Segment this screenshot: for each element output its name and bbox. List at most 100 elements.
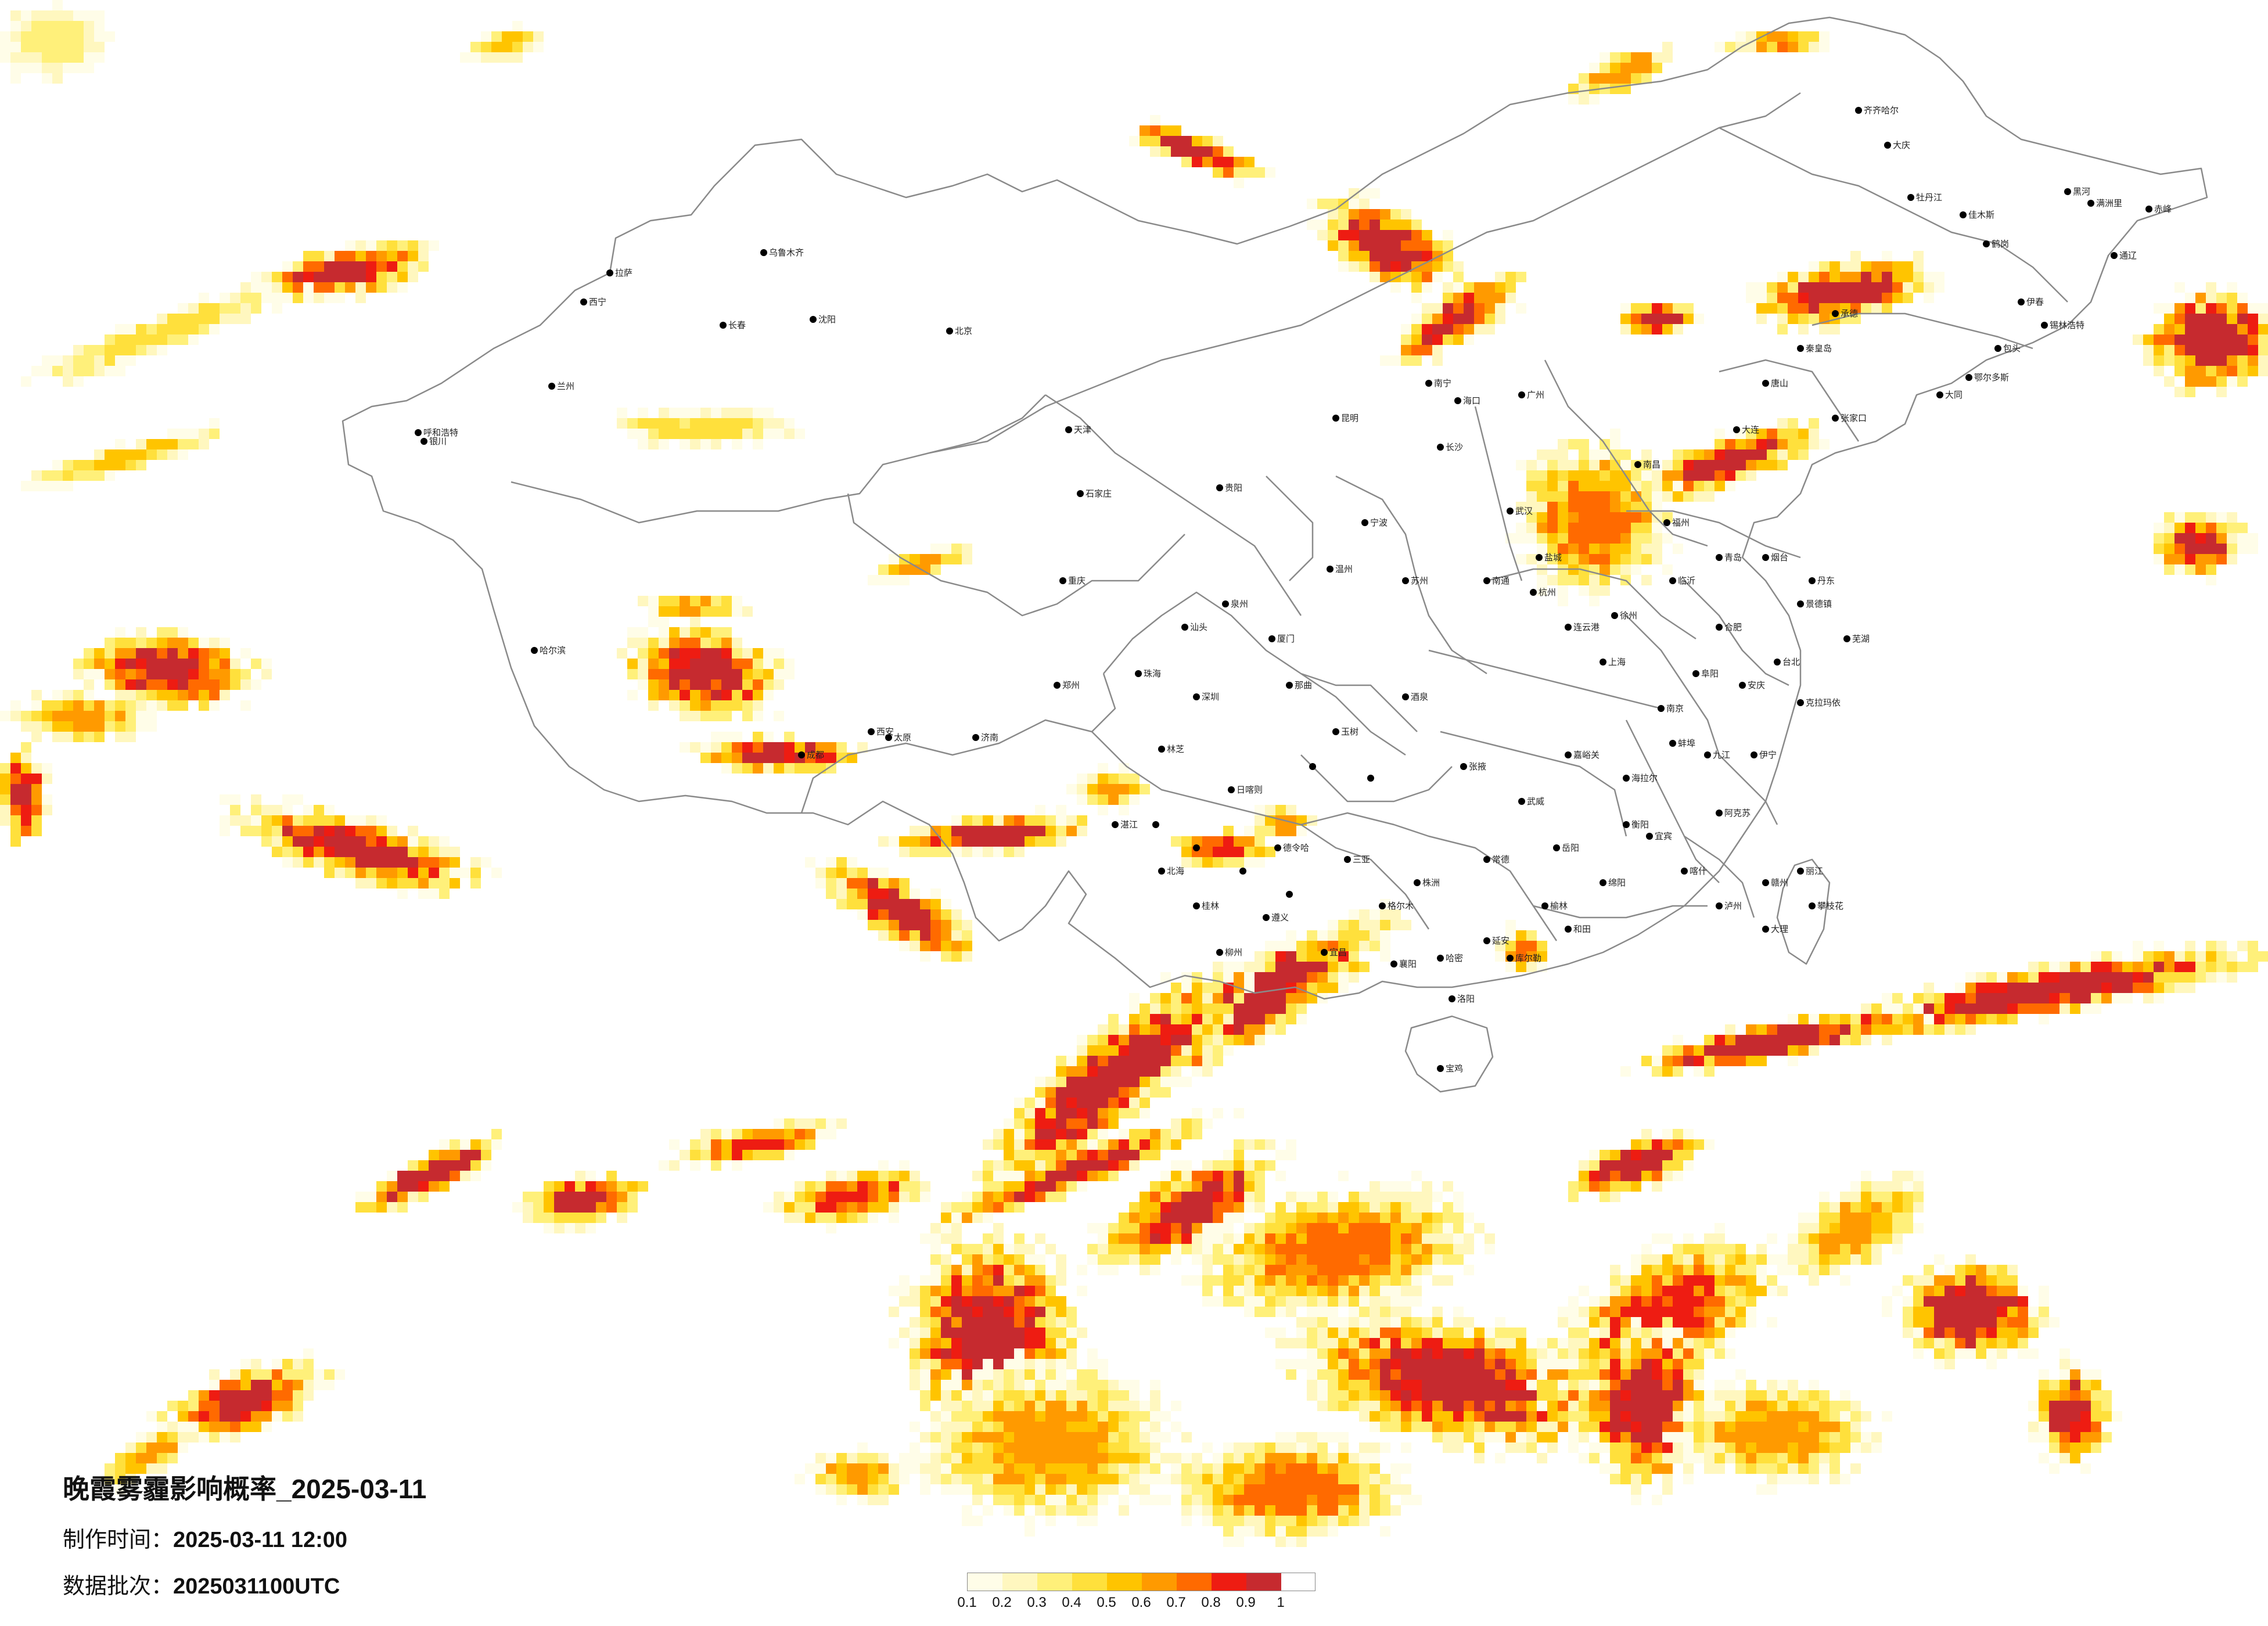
city-dot [1414,879,1421,886]
city-label: 锡林浩特 [2050,320,2084,330]
city-dot [1623,775,1630,782]
batch-label: 数据批次： [63,1574,174,1599]
city-label: 蚌埠 [1678,738,1695,749]
city-dot [1669,577,1676,584]
border-fujian [1684,835,1755,918]
city-dot [2145,206,2152,213]
legend-swatch [1212,1573,1246,1591]
legend-tick: 0.4 [1062,1595,1081,1610]
city-dot [1181,624,1188,631]
city-dot [1762,554,1769,561]
city-label: 武汉 [1515,506,1533,516]
city-dot [1059,577,1066,584]
made-time: 制作时间：2025-03-11 12:00 [63,1521,347,1553]
legend-tick: 0.3 [1027,1595,1047,1610]
city-label: 天津 [1074,425,1091,435]
city-dot [1402,693,1409,700]
city-label: 海口 [1463,395,1480,406]
city-dot [1135,670,1142,677]
city-dot [2018,298,2025,305]
city-label: 攀枝花 [1817,901,1843,911]
city-label: 常德 [1492,854,1509,865]
border-chongqing [1300,672,1418,732]
city-dot [415,429,422,436]
city-label: 海拉尔 [1631,773,1658,783]
city-dot [1739,682,1746,689]
city-dot [531,647,538,654]
city-label: 伊春 [2026,297,2044,307]
city-label: 丽江 [1806,866,1823,876]
city-label: 合肥 [1724,622,1742,632]
city-label: 武威 [1527,796,1544,807]
city-label: 北海 [1167,866,1184,876]
city-dot [1344,856,1351,863]
city-dot [1762,926,1769,933]
city-label: 丹东 [1817,575,1835,586]
border-zhejiang [1719,754,1778,825]
city-label: 烟台 [1771,552,1788,563]
city-label: 赣州 [1771,877,1788,888]
made-time-label: 制作时间： [63,1528,174,1552]
city-dot [1379,902,1386,909]
city-dot [1152,821,1159,828]
city-dot [1193,902,1200,909]
city-dot [1797,345,1804,352]
city-label: 林芝 [1167,744,1184,754]
city-dot [1907,194,1914,201]
legend-swatch [1002,1573,1037,1591]
city-dot [1321,949,1328,956]
city-dot [1733,426,1740,433]
city-label: 青岛 [1724,552,1742,563]
city-label: 北京 [955,326,972,336]
city-dot [1669,740,1676,747]
legend-tick: 0.7 [1166,1595,1186,1610]
city-dot [1402,577,1409,584]
city-label: 成都 [807,750,824,760]
city-label: 张掖 [1469,761,1486,772]
city-label: 泉州 [1231,599,1248,609]
city-label: 柳州 [1225,947,1242,958]
city-label: 温州 [1335,564,1353,574]
city-dot [1681,868,1688,875]
city-dot [1518,798,1525,805]
legend-swatch [1107,1573,1142,1591]
city-label: 唐山 [1771,378,1788,388]
city-label: 宜昌 [1329,947,1347,958]
city-dot [1774,659,1781,665]
city-label: 鄂尔多斯 [1974,372,2009,383]
city-dot [1600,659,1606,665]
border-jiangsu [1684,580,1789,686]
border-shandong [1626,510,1801,559]
city-dot [1054,682,1061,689]
border-guangdong [1533,905,1708,919]
city-dot [1994,345,2001,352]
city-dot [420,438,427,445]
city-label: 喀什 [1690,866,1707,876]
city-dot [1112,821,1119,828]
city-label: 伊宁 [1759,750,1777,760]
city-dot [798,751,805,758]
city-label: 佳木斯 [1968,210,1994,220]
city-dot [1437,955,1444,962]
city-label: 那曲 [1295,680,1312,690]
city-label: 张家口 [1841,413,1867,423]
legend-tick: 0.1 [957,1595,977,1610]
city-dot [1274,844,1281,851]
legend-colorbar [967,1573,1315,1591]
city-dot [1884,142,1891,149]
color-legend: 0.1 0.2 0.3 0.4 0.5 0.6 0.7 0.8 0.9 1 [957,1573,1315,1612]
legend-tick: 0.8 [1201,1595,1221,1610]
city-label: 岳阳 [1562,843,1579,853]
city-label: 沈阳 [818,314,836,325]
city-label: 承德 [1841,308,1858,319]
city-label: 珠海 [1144,668,1161,679]
city-label: 石家庄 [1086,488,1112,499]
city-dot [1832,310,1839,317]
city-dot [885,734,892,741]
city-dot [1530,589,1537,596]
legend-tick: 0.2 [992,1595,1012,1610]
city-label: 克拉玛依 [1806,697,1841,708]
city-label: 绵阳 [1608,877,1626,888]
city-dot [1623,821,1630,828]
